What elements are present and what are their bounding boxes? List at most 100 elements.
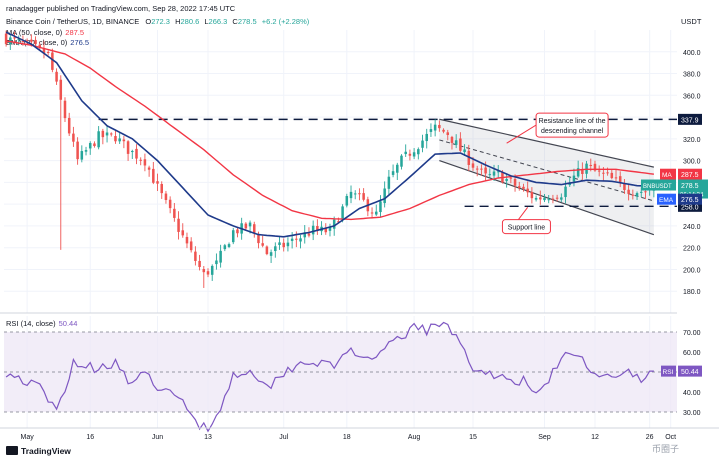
candle-body bbox=[492, 171, 496, 176]
candle-body bbox=[349, 191, 353, 199]
candle-body bbox=[454, 140, 458, 145]
price-tick-label: 360.0 bbox=[683, 93, 701, 100]
support-annotation-pointer bbox=[518, 207, 529, 220]
candle-body bbox=[122, 139, 126, 142]
candle-body bbox=[189, 241, 193, 251]
candle-body bbox=[17, 39, 20, 41]
candle-body bbox=[215, 260, 218, 265]
ma-legend-value: 287.5 bbox=[65, 28, 84, 37]
candle-body bbox=[597, 170, 601, 172]
candle-body bbox=[328, 227, 332, 231]
candle-body bbox=[374, 211, 378, 215]
support-tag bbox=[678, 200, 702, 212]
candle-body bbox=[467, 150, 471, 165]
candle-body bbox=[42, 47, 46, 54]
candle-body bbox=[560, 197, 563, 200]
candle-body bbox=[400, 155, 403, 167]
resistance-annotation-pointer bbox=[506, 124, 537, 144]
resistance-tag bbox=[678, 113, 702, 125]
resistance-annotation-text: descending channel bbox=[541, 128, 604, 135]
candle-body bbox=[618, 176, 622, 182]
rsi-legend[interactable]: RSI (14, close) 50.44 bbox=[6, 319, 77, 328]
ma-tag-chip bbox=[660, 168, 676, 180]
candle-body bbox=[67, 117, 71, 134]
candle-body bbox=[581, 169, 584, 175]
candle-body bbox=[114, 135, 117, 142]
ema-tag-chip-label: EMA bbox=[659, 197, 674, 204]
candle-body bbox=[631, 194, 635, 196]
candle-body bbox=[13, 37, 16, 39]
last-price-value: 278.5 bbox=[681, 183, 699, 190]
candle-body bbox=[143, 159, 147, 166]
candle-body bbox=[202, 269, 206, 273]
candle-body bbox=[295, 238, 298, 240]
rsi-tag: RSI 50.44 bbox=[661, 365, 702, 377]
candle-body bbox=[261, 243, 264, 246]
last-price-chip bbox=[641, 179, 676, 191]
published-caption: ranadagger published on TradingView.com,… bbox=[6, 4, 236, 13]
candle-body bbox=[59, 79, 63, 100]
candle-body bbox=[223, 245, 227, 250]
ma-tag-chip-label: MA bbox=[662, 172, 672, 179]
price-tick-label: 400.0 bbox=[683, 50, 701, 57]
candle-body bbox=[282, 242, 285, 248]
candle-body bbox=[387, 176, 391, 189]
candle-body bbox=[177, 218, 180, 232]
candle-body bbox=[299, 238, 302, 242]
candle-body bbox=[446, 132, 450, 135]
tradingview-logo[interactable]: TradingView bbox=[6, 446, 71, 456]
price-tick-label: 380.0 bbox=[683, 72, 701, 79]
candle-body bbox=[526, 188, 529, 193]
channel-mid-line bbox=[439, 139, 655, 202]
candle-body bbox=[404, 151, 407, 155]
candle-body bbox=[530, 191, 534, 199]
ma-legend[interactable]: MA (50, close, 0) 287.5 bbox=[6, 28, 84, 37]
time-axis: May 16 Jun 13 Jul 18 Aug 15 Sep 12 26 Oct bbox=[21, 434, 677, 441]
channel-upper-line bbox=[439, 118, 654, 168]
candle-body bbox=[139, 159, 142, 161]
time-tick-label: 18 bbox=[343, 434, 351, 441]
ema-legend[interactable]: EMA (20, close, 0) 276.5 bbox=[6, 38, 89, 47]
time-tick-label: 12 bbox=[591, 434, 599, 441]
candle-body bbox=[572, 175, 576, 182]
tradingview-brand: TradingView bbox=[21, 446, 71, 456]
rsi-tag-chip-label: RSI bbox=[663, 369, 674, 376]
candle-body bbox=[496, 171, 500, 173]
time-tick-label: Jul bbox=[279, 434, 288, 441]
candle-body bbox=[55, 71, 58, 82]
candle-body bbox=[518, 186, 521, 188]
candle-body bbox=[231, 230, 235, 243]
candle-body bbox=[118, 138, 121, 142]
time-tick-label: 13 bbox=[204, 434, 212, 441]
candle-body bbox=[450, 136, 454, 143]
candle-body bbox=[278, 242, 281, 245]
candle-body bbox=[194, 251, 197, 261]
candle-body bbox=[269, 252, 273, 256]
candle-body bbox=[509, 177, 513, 179]
candle-body bbox=[425, 133, 428, 142]
rsi-tag-box bbox=[678, 365, 702, 377]
candle-body bbox=[219, 250, 222, 263]
candle-body bbox=[173, 208, 176, 218]
change-value: +6.2 (+2.28%) bbox=[262, 17, 310, 26]
candle-body bbox=[244, 223, 248, 229]
candle-body bbox=[303, 232, 307, 238]
candle-body bbox=[311, 225, 315, 235]
support-annotation-box bbox=[501, 219, 551, 235]
time-tick-label: 16 bbox=[86, 434, 94, 441]
candle-body bbox=[358, 193, 361, 195]
candle-body bbox=[46, 51, 50, 53]
candle-body bbox=[131, 150, 134, 153]
candle-body bbox=[307, 233, 311, 236]
candle-body bbox=[396, 164, 399, 173]
candle-body bbox=[488, 174, 492, 176]
candle-body bbox=[101, 130, 105, 138]
candle-body bbox=[614, 177, 618, 179]
candle-body bbox=[227, 244, 231, 247]
candle-body bbox=[547, 199, 550, 201]
candle-body bbox=[198, 260, 201, 267]
candle-body bbox=[635, 193, 639, 197]
candle-body bbox=[589, 164, 593, 166]
candle-body bbox=[181, 230, 185, 236]
